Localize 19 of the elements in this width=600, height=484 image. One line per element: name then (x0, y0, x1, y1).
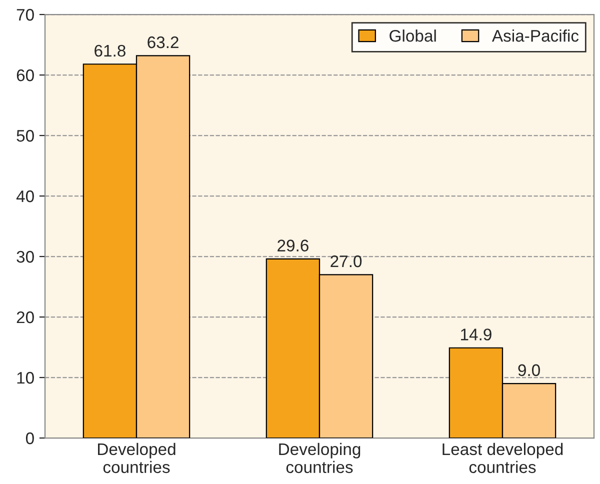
y-tick-label: 30 (16, 250, 34, 263)
y-tick-label: 70 (16, 8, 34, 21)
legend-label: Global (390, 30, 436, 42)
text: 63.2 (148, 36, 178, 48)
text: 61.8 (94, 44, 126, 57)
y-tick-label: 20 (16, 311, 34, 324)
text: 9.0 (518, 364, 540, 376)
y-tick-label: 60 (16, 69, 34, 82)
y-tick-label: 40 (16, 190, 34, 202)
text: 14.9 (461, 328, 492, 340)
y-tick-label: 0 (26, 432, 34, 444)
x-tick-label: Developed countries (98, 442, 176, 474)
x-tick-label: Developing countries (279, 442, 360, 474)
legend-label: Asia-Pacific (492, 30, 579, 42)
y-tick-label: 10 (17, 372, 34, 384)
text: 29.6 (278, 240, 308, 252)
x-tick-label: Least developed countries (442, 442, 563, 474)
text: 27.0 (330, 255, 362, 268)
y-tick-label: 50 (16, 130, 34, 142)
